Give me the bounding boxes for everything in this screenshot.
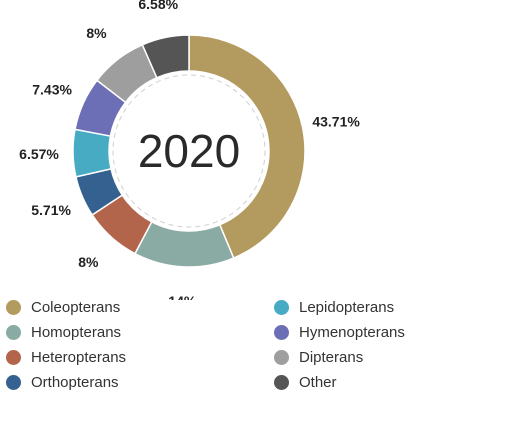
legend-item-coleopterans: Coleopterans [6,298,274,317]
legend-item-dipterans: Dipterans [274,348,506,367]
legend-swatch [6,325,21,340]
slice-other [141,34,190,79]
value-label-coleopterans: 43.71% [312,114,360,130]
legend-swatch [6,350,21,365]
legend-label: Orthopterans [31,374,119,391]
donut-chart-svg: 2020 43.71% 14% 8% 5.71% 6.57% 7.43% 8% 6.58% [19,0,360,300]
inner-dashed-ring [112,74,266,228]
value-label-orthopterans: 5.71% [31,202,71,218]
legend-swatch [6,300,21,315]
value-label-homopterans: 14% [168,293,197,300]
legend-swatch [274,325,289,340]
legend-label: Other [299,374,337,391]
legend-item-other: Other [274,373,506,392]
legend-label: Heteropterans [31,349,127,366]
center-year-label: 2020 [138,125,240,177]
donut-chart: 2020 43.71% 14% 8% 5.71% 6.57% 7.43% 8% 6.58% [19,0,360,300]
value-label-other: 6.58% [138,0,178,12]
legend-item-hymenopterans: Hymenopterans [274,323,506,342]
legend-label: Homopterans [31,324,122,341]
legend-swatch [274,375,289,390]
legend-swatch [274,350,289,365]
donut-slices [72,34,306,268]
legend-swatch [6,375,21,390]
slice-value-labels: 43.71% 14% 8% 5.71% 6.57% 7.43% 8% 6.58% [19,0,360,300]
value-label-heteropterans: 8% [78,254,99,270]
chart-legend: Coleopterans Lepidopterans Homopterans H… [6,298,506,392]
legend-label: Dipterans [299,349,364,366]
legend-label: Hymenopterans [299,324,405,341]
value-label-lepidopterans: 6.57% [19,146,59,162]
slice-homopterans [133,220,235,268]
legend-label: Coleopterans [31,299,121,316]
value-label-hymenopterans: 7.43% [32,82,72,98]
legend-item-homopterans: Homopterans [6,323,274,342]
legend-item-heteropterans: Heteropterans [6,348,274,367]
slice-lepidopterans [72,128,112,178]
legend-swatch [274,300,289,315]
legend-item-orthopterans: Orthopterans [6,373,274,392]
legend-label: Lepidopterans [299,299,395,316]
value-label-dipterans: 8% [86,25,107,41]
slice-coleopterans [188,34,306,260]
legend-item-lepidopterans: Lepidopterans [274,298,506,317]
